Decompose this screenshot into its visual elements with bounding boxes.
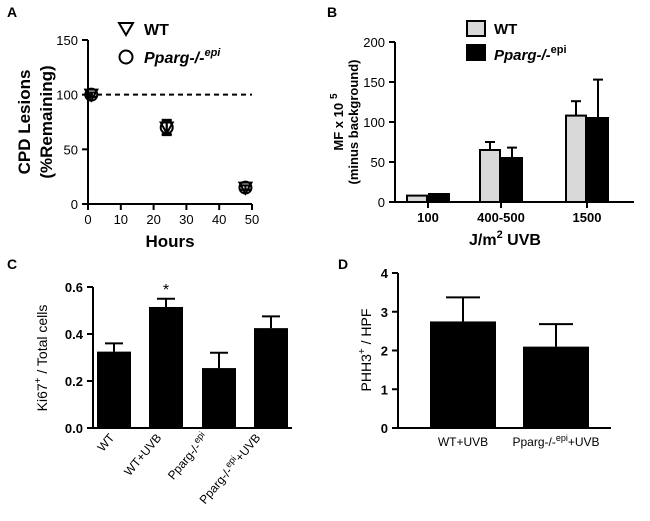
panel-a-xtick-label: 50 (245, 212, 259, 227)
panel-b-chart: 0 50 100 150 200 100 400-500 1500 MF x 105 (mi… (329, 20, 634, 249)
panel-c-xlabel-ko: Pparg-/-epi (163, 430, 211, 483)
panel-a-point-circle (84, 87, 99, 102)
panel-a-xtick-label: 40 (212, 212, 226, 227)
panel-a-xtick-label: 10 (114, 212, 128, 227)
panel-a-xtick-label: 30 (179, 212, 193, 227)
panel-d-ytick-label: 3 (381, 305, 388, 320)
panel-a-ytick-label: 50 (64, 142, 78, 157)
panel-b-legend-wt: WT (494, 21, 517, 38)
panel-b-xtick-label: 1500 (573, 210, 602, 225)
panel-b-bar-wt (406, 194, 428, 204)
panel-a-chart: 0 50 100 150 0 10 20 30 40 50 CPD Lesions (%Rema… (15, 22, 259, 251)
panel-b-ytick-label: 150 (363, 75, 385, 90)
panel-c-bar (202, 368, 236, 428)
panel-a-point-circle (238, 180, 253, 195)
panel-a-ytick-label: 0 (71, 197, 78, 212)
panel-d-ytick-label: 2 (381, 344, 388, 359)
panel-d-xlabel-ko-uvb: Pparg-/-epi+UVB (512, 433, 599, 449)
panel-c-letter: C (7, 256, 17, 272)
panel-a-ylabel-line2: (%Remaining) (37, 65, 56, 178)
legend-wt-swatch (466, 20, 486, 37)
panel-c-xlabel-wt-uvb: WT+UVB (121, 431, 164, 479)
panel-b-bar-wt (479, 149, 501, 203)
panel-a-ytick-label: 100 (56, 88, 78, 103)
panel-d-chart: 0 1 2 3 4 PHH3+ / HPF WT+UVB Pparg-/-epi+UVB (357, 266, 611, 449)
panel-c-ylabel: Ki67+ / Total cells (33, 305, 50, 412)
panel-b-ytick-label: 100 (363, 115, 385, 130)
panel-a-letter: A (7, 4, 17, 20)
panel-d-ytick-label: 4 (381, 266, 389, 281)
panel-b-bar-ko (587, 117, 609, 203)
panel-d-ytick-label: 1 (381, 382, 388, 397)
panel-a-point-circle (159, 120, 174, 135)
panel-c-bar (254, 328, 288, 428)
panel-d-ylabel: PHH3+ / HPF (357, 309, 374, 392)
panel-c-ytick-label: 0.0 (65, 421, 83, 436)
legend-ko-swatch (466, 44, 486, 61)
panel-b-ylabel-line2: (minus background) (346, 60, 361, 185)
panel-b-bar-wt (565, 114, 587, 203)
panel-c-ytick-label: 0.4 (65, 327, 84, 342)
panel-b-bar-ko (501, 157, 523, 203)
panel-a-xlabel: Hours (145, 232, 194, 251)
legend-ko-circle-marker (118, 49, 134, 65)
panel-b-xlabel: J/m2 UVB (469, 229, 541, 249)
panel-b-ytick-label: 0 (378, 195, 385, 210)
panel-b-xtick-label: 100 (417, 210, 439, 225)
panel-d-ytick-label: 0 (381, 421, 388, 436)
panel-b-ytick-label: 50 (371, 155, 385, 170)
panel-c-ytick-label: 0.6 (65, 280, 83, 295)
legend-wt-triangle-marker (117, 22, 135, 37)
panel-b-xtick-label: 400-500 (477, 210, 525, 225)
panel-d-bar (523, 346, 589, 428)
panel-b-ytick-label: 200 (363, 35, 385, 50)
panel-d-bar (430, 321, 496, 428)
panel-c-xlabel-ko-uvb: Pparg-/-epi+UVB (195, 430, 263, 507)
panel-c-bar (97, 351, 131, 428)
panel-a-ytick-label: 150 (56, 33, 78, 48)
panel-b-bar-ko (428, 193, 450, 203)
panel-b-letter: B (327, 4, 337, 20)
panel-c-bar (149, 306, 183, 428)
panel-d-xlabel-wt-uvb: WT+UVB (438, 435, 488, 449)
panel-c-significance-star: * (163, 282, 169, 299)
panel-d-letter: D (338, 256, 348, 272)
panel-b-legend-ko: Pparg-/-epi (494, 44, 567, 64)
panel-b-ylabel-line1: MF x 105 (329, 93, 346, 151)
panel-c-xlabel-wt: WT (95, 430, 118, 454)
panel-a-ylabel-line1: CPD Lesions (15, 70, 34, 175)
panel-a-legend-ko: Pparg-/-epi (144, 47, 221, 67)
panel-a-xtick-label: 0 (84, 212, 91, 227)
panel-a-legend-wt: WT (144, 22, 169, 39)
panel-c-chart: 0.0 0.2 0.4 0.6 * Ki67+ / Total cells WT WT… (33, 280, 292, 507)
panel-c-ytick-label: 0.2 (65, 374, 83, 389)
panel-a-xtick-label: 20 (146, 212, 160, 227)
